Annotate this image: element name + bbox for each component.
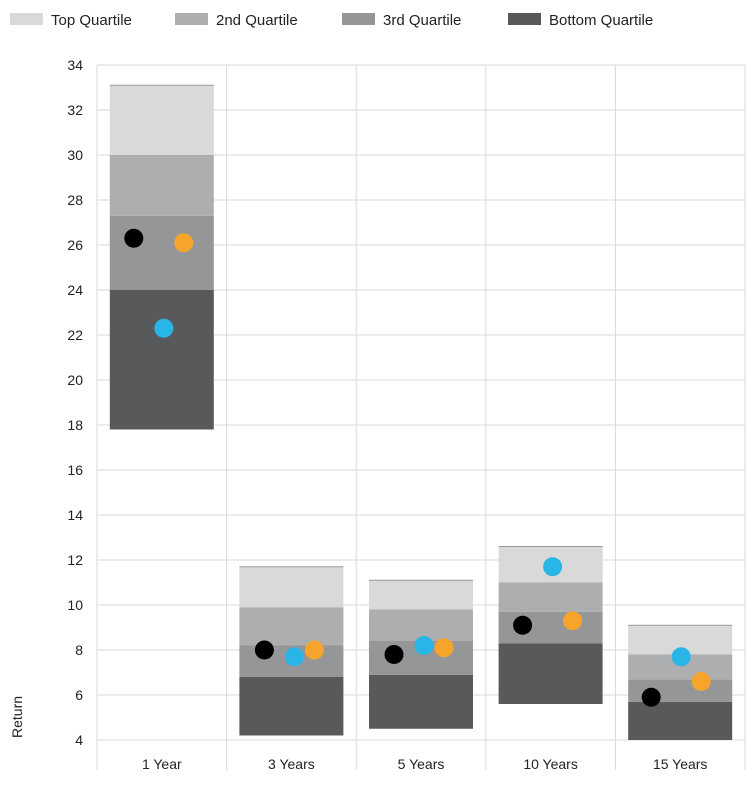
bar-segment <box>239 607 343 645</box>
data-point <box>305 641 324 660</box>
x-category-label: 3 Years <box>268 756 315 772</box>
bar-segment <box>499 583 603 612</box>
data-point <box>415 636 434 655</box>
bar-segment <box>239 677 343 736</box>
y-axis-title: Return <box>9 696 25 738</box>
legend-label: 3rd Quartile <box>383 12 461 29</box>
bar-segment <box>110 155 214 216</box>
x-category-label: 15 Years <box>653 756 708 772</box>
x-category-label: 1 Year <box>142 756 182 772</box>
bar-segment <box>110 290 214 430</box>
bar-segment <box>369 610 473 642</box>
data-point <box>642 688 661 707</box>
y-tick-label: 32 <box>67 102 83 118</box>
bar-segment <box>628 702 732 740</box>
data-point <box>513 616 532 635</box>
legend-swatch <box>508 13 541 25</box>
data-point <box>563 611 582 630</box>
bar-segment <box>369 675 473 729</box>
y-tick-label: 34 <box>67 57 83 73</box>
y-tick-label: 24 <box>67 282 83 298</box>
y-tick-label: 16 <box>67 462 83 478</box>
data-point <box>692 672 711 691</box>
x-category-label: 10 Years <box>523 756 578 772</box>
legend-label: 2nd Quartile <box>216 12 298 29</box>
y-tick-label: 6 <box>75 687 83 703</box>
y-tick-label: 22 <box>67 327 83 343</box>
x-category-label: 5 Years <box>398 756 445 772</box>
data-point <box>672 647 691 666</box>
data-point <box>124 229 143 248</box>
data-point <box>154 319 173 338</box>
bar-segment <box>110 85 214 155</box>
y-tick-label: 30 <box>67 147 83 163</box>
y-tick-label: 14 <box>67 507 83 523</box>
y-tick-label: 28 <box>67 192 83 208</box>
legend-swatch <box>10 13 43 25</box>
bar-segment <box>369 580 473 609</box>
legend-swatch <box>342 13 375 25</box>
data-point <box>543 557 562 576</box>
bar-segment <box>239 567 343 608</box>
bar-segment <box>110 216 214 290</box>
bar-segment <box>499 643 603 704</box>
y-tick-label: 8 <box>75 642 83 658</box>
y-tick-label: 20 <box>67 372 83 388</box>
legend: Top Quartile 2nd Quartile 3rd Quartile Bott… <box>10 12 653 29</box>
y-tick-label: 18 <box>67 417 83 433</box>
y-tick-label: 26 <box>67 237 83 253</box>
data-point <box>435 638 454 657</box>
data-point <box>174 233 193 252</box>
legend-label: Bottom Quartile <box>549 12 653 29</box>
y-tick-label: 12 <box>67 552 83 568</box>
legend-label: Top Quartile <box>51 12 132 29</box>
data-point <box>285 647 304 666</box>
y-tick-label: 4 <box>75 732 83 748</box>
data-point <box>255 641 274 660</box>
legend-swatch <box>175 13 208 25</box>
y-tick-label: 10 <box>67 597 83 613</box>
data-point <box>385 645 404 664</box>
y-axis: 4 6 8 10 12 14 16 18 20 22 24 26 28 30 32 34 <box>67 57 83 748</box>
